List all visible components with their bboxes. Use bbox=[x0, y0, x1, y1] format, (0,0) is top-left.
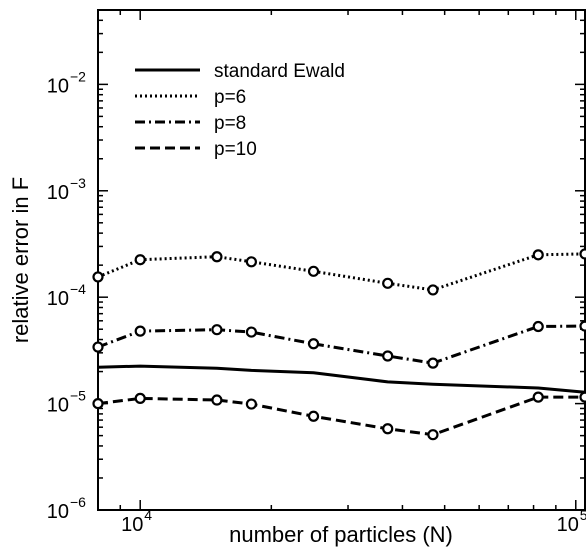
legend-label-p-6: p=6 bbox=[214, 87, 246, 108]
x-tick-label-exponent: 5 bbox=[580, 507, 586, 523]
axis-ticks bbox=[97, 9, 585, 511]
y-tick-label-exponent: −5 bbox=[70, 388, 86, 404]
series-line-p-10 bbox=[97, 395, 585, 437]
y-tick-label-exponent: −6 bbox=[70, 494, 86, 510]
y-axis-label: relative error in F bbox=[8, 177, 33, 343]
data-point-p-6 bbox=[211, 251, 223, 263]
series-line-p-6 bbox=[97, 252, 586, 292]
data-point-p-8 bbox=[382, 350, 394, 362]
series-lines bbox=[97, 252, 586, 437]
legend-label-p-10: p=10 bbox=[214, 139, 257, 160]
x-axis-label: number of particles (N) bbox=[229, 522, 453, 547]
data-point-p-8 bbox=[579, 320, 586, 332]
y-tick-label-exponent: −2 bbox=[70, 68, 86, 84]
y-tick-label: 10 bbox=[47, 288, 69, 310]
data-point-p-10 bbox=[134, 392, 146, 404]
data-point-p-10 bbox=[92, 397, 104, 410]
data-point-p-8 bbox=[307, 338, 320, 350]
data-point-p-6 bbox=[245, 256, 257, 268]
x-tick-label: 10 bbox=[121, 514, 143, 536]
axis-tick-labels: 10 4 10 510 −610 −510 −410 −310 −2 bbox=[47, 68, 586, 536]
y-tick-label: 10 bbox=[47, 75, 69, 97]
data-point-p-8 bbox=[245, 326, 257, 338]
data-point-p-6 bbox=[92, 271, 104, 283]
data-point-p-8 bbox=[134, 325, 146, 337]
y-tick-label: 10 bbox=[47, 501, 69, 523]
data-point-p-6 bbox=[427, 284, 439, 296]
data-point-p-10 bbox=[307, 410, 320, 422]
y-tick-label-exponent: −4 bbox=[70, 281, 86, 297]
data-point-p-8 bbox=[532, 320, 544, 333]
data-point-p-6 bbox=[307, 265, 320, 277]
y-tick-label: 10 bbox=[47, 395, 69, 417]
data-point-p-10 bbox=[382, 423, 394, 435]
plot-frame bbox=[97, 9, 586, 511]
data-markers bbox=[92, 248, 586, 441]
legend-label-standard-ewald: standard Ewald bbox=[214, 61, 345, 82]
data-point-p-10 bbox=[579, 391, 586, 403]
data-point-p-8 bbox=[92, 341, 104, 353]
data-point-p-8 bbox=[427, 357, 439, 369]
data-point-p-10 bbox=[211, 394, 223, 406]
legend-label-p-8: p=8 bbox=[214, 113, 246, 134]
data-point-p-8 bbox=[211, 324, 223, 336]
legend: standard Ewald p=6 p=8 p=10 bbox=[135, 61, 345, 160]
series-line-p-8 bbox=[97, 324, 586, 365]
data-point-p-10 bbox=[532, 391, 544, 403]
y-tick-label: 10 bbox=[47, 182, 69, 204]
y-tick-label-exponent: −3 bbox=[70, 175, 86, 191]
data-point-p-10 bbox=[427, 429, 439, 441]
data-point-p-10 bbox=[245, 398, 257, 410]
series-line-standard-ewald bbox=[97, 364, 586, 394]
data-point-p-6 bbox=[579, 248, 586, 260]
x-tick-label: 10 bbox=[557, 514, 579, 536]
x-tick-label-exponent: 4 bbox=[144, 507, 152, 523]
data-point-p-6 bbox=[134, 254, 146, 266]
data-point-p-6 bbox=[532, 249, 544, 261]
data-point-p-6 bbox=[382, 277, 394, 289]
